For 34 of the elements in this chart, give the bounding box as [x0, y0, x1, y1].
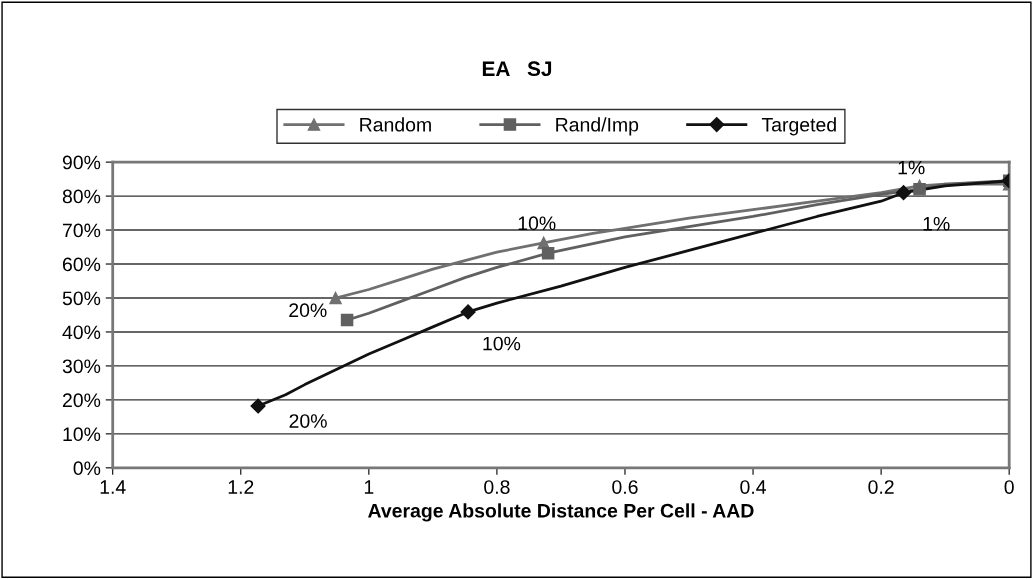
- x-axis-title: Average Absolute Distance Per Cell - AAD: [368, 503, 754, 522]
- x-tick-label: 1.4: [100, 480, 126, 494]
- y-tick-label: 30%: [62, 359, 101, 374]
- chart-title: EA SJ: [482, 61, 552, 77]
- point: [340, 313, 354, 327]
- point: [250, 398, 266, 414]
- x-tick-label: 0.6: [612, 480, 638, 494]
- y-tick-label: 20%: [62, 393, 101, 408]
- y-tick-label: 60%: [62, 257, 101, 272]
- x-tick-label: 0: [1004, 480, 1014, 494]
- point: [460, 304, 476, 320]
- y-tick-label: 40%: [62, 325, 101, 340]
- y-tick-label: 80%: [62, 189, 101, 204]
- annotation: 1%: [898, 160, 925, 175]
- annotation: 10%: [518, 216, 556, 231]
- x-tick-label: 0.2: [868, 480, 894, 494]
- annotation: 20%: [289, 303, 327, 318]
- x-tick-label: 0.4: [740, 480, 766, 494]
- annotation: 1%: [923, 216, 950, 231]
- annotation: 20%: [289, 414, 327, 428]
- legend-label: Targeted: [761, 117, 836, 136]
- x-tick-label: 1.2: [228, 480, 254, 494]
- point: [329, 291, 342, 305]
- annotation: 10%: [483, 336, 521, 351]
- point: [541, 246, 555, 260]
- legend-label: Random: [360, 117, 431, 132]
- legend-label: Rand/Imp: [556, 117, 639, 136]
- x-tick-label: 0.8: [484, 480, 510, 494]
- y-tick-label: 0%: [73, 461, 101, 476]
- x-tick-label: 1: [364, 480, 374, 494]
- y-tick-label: 70%: [62, 223, 101, 238]
- y-tick-label: 90%: [62, 155, 101, 170]
- y-tick-label: 10%: [63, 427, 101, 442]
- y-tick-label: 50%: [62, 291, 101, 306]
